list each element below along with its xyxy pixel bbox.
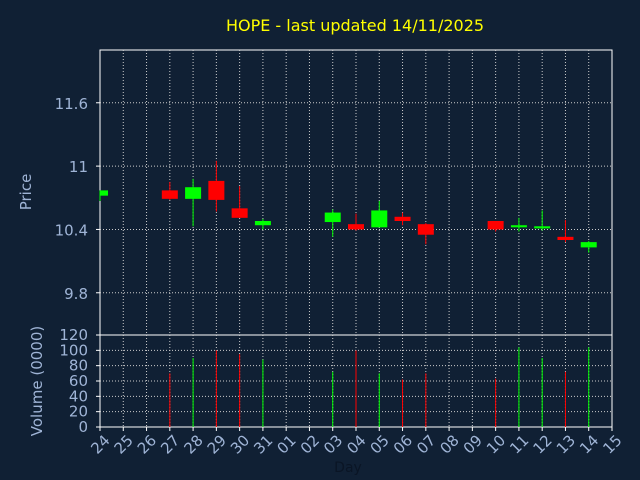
price-y-tick-label: 11.6 [55,95,88,113]
candle-body [161,190,178,199]
candle-body [100,190,108,196]
x-axis-label: Day [334,460,362,476]
volume-y-tick-label: 100 [59,341,88,359]
volume-y-tick-label: 120 [59,326,88,344]
candle-body [417,224,434,235]
candle-body [371,210,388,228]
candle-body [557,236,574,240]
candle-body [487,221,504,230]
candle-body [254,221,271,226]
chart-title: HOPE - last updated 14/11/2025 [226,16,484,35]
candle-body [510,225,527,228]
price-y-tick-labels: 9.8 10.4 11 11.6 [55,95,100,303]
candle-body [580,242,597,248]
candle-body [534,226,551,229]
candle-body [185,187,202,199]
volume-y-tick-label: 20 [69,403,88,421]
volume-axis-label: Volume (0000) [28,326,46,436]
price-panel: 9.8 10.4 11 11.6 Price [17,49,613,336]
volume-bars [169,347,590,427]
price-axis-label: Price [17,174,35,211]
price-y-tick-label: 11 [69,158,88,176]
volume-y-tick-label: 60 [69,372,88,390]
candle-body [208,180,225,200]
volume-y-tick-label: 40 [69,387,88,405]
candle-body [394,216,411,221]
price-gridlines [100,50,612,335]
candle-body [231,208,248,218]
volume-y-tick-label: 80 [69,357,88,375]
price-y-tick-label: 9.8 [64,285,88,303]
candle-body [324,212,341,223]
price-y-tick-label: 10.4 [55,221,88,239]
volume-y-tick-label: 0 [78,418,88,436]
candle-body [348,224,364,230]
candles [99,160,597,253]
